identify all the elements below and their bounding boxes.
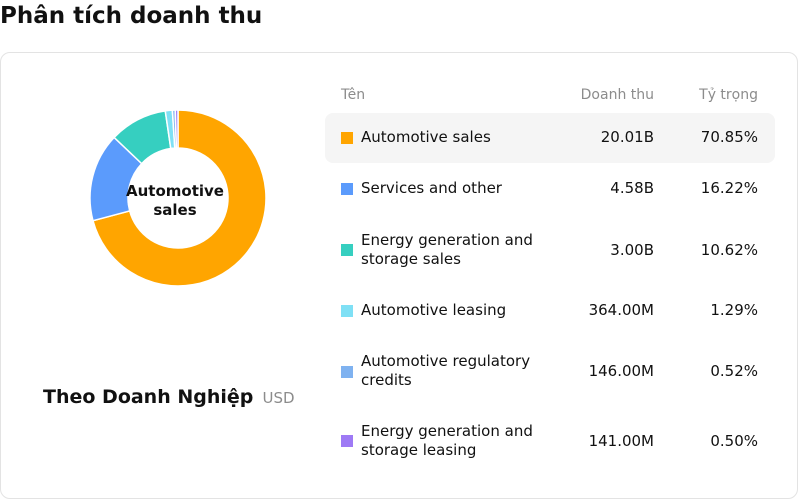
row-share: 0.50%: [710, 432, 758, 450]
donut-slice[interactable]: [174, 109, 179, 149]
header-share: Tỷ trọng: [699, 87, 758, 103]
chart-subtitle: Theo Doanh Nghiệp USD: [43, 386, 323, 408]
row-revenue: 364.00M: [588, 301, 654, 319]
header-name: Tên: [341, 87, 366, 103]
table-row[interactable]: Automotive leasing 364.00M 1.29%: [325, 286, 775, 336]
legend-swatch: [341, 132, 353, 144]
donut-slice[interactable]: [92, 109, 267, 287]
row-share: 70.85%: [700, 128, 758, 146]
table-row[interactable]: Automotive sales 20.01B 70.85%: [325, 113, 775, 163]
legend-swatch: [341, 305, 353, 317]
currency-unit: USD: [262, 389, 295, 407]
row-revenue: 4.58B: [610, 179, 654, 197]
row-revenue: 141.00M: [588, 432, 654, 450]
row-name: Energy generation and storage leasing: [361, 422, 533, 459]
row-share: 10.62%: [700, 241, 758, 259]
row-revenue: 146.00M: [588, 362, 654, 380]
table-row[interactable]: Services and other 4.58B 16.22%: [325, 164, 775, 214]
row-revenue: 20.01B: [600, 128, 654, 146]
legend-swatch: [341, 183, 353, 195]
table-row[interactable]: Automotive regulatory credits 146.00M 0.…: [325, 337, 775, 407]
donut-chart: [89, 109, 267, 287]
legend-swatch: [341, 366, 353, 378]
row-share: 1.29%: [710, 301, 758, 319]
subtitle-main: Theo Doanh Nghiệp: [43, 386, 254, 408]
legend-swatch: [341, 435, 353, 447]
page-title: Phân tích doanh thu: [0, 3, 263, 29]
table-row[interactable]: Energy generation and storage sales 3.00…: [325, 215, 775, 285]
row-name: Services and other: [361, 179, 502, 197]
donut-center-label: Automotive sales: [126, 182, 224, 219]
row-name: Energy generation and storage sales: [361, 231, 533, 268]
row-revenue: 3.00B: [610, 241, 654, 259]
legend-swatch: [341, 244, 353, 256]
header-revenue: Doanh thu: [580, 87, 654, 103]
row-name: Automotive sales: [361, 128, 491, 146]
row-name: Automotive regulatory credits: [361, 352, 531, 389]
table-row[interactable]: Energy generation and storage leasing 14…: [325, 408, 775, 478]
row-share: 16.22%: [700, 179, 758, 197]
row-name: Automotive leasing: [361, 301, 507, 319]
row-share: 0.52%: [710, 362, 758, 380]
